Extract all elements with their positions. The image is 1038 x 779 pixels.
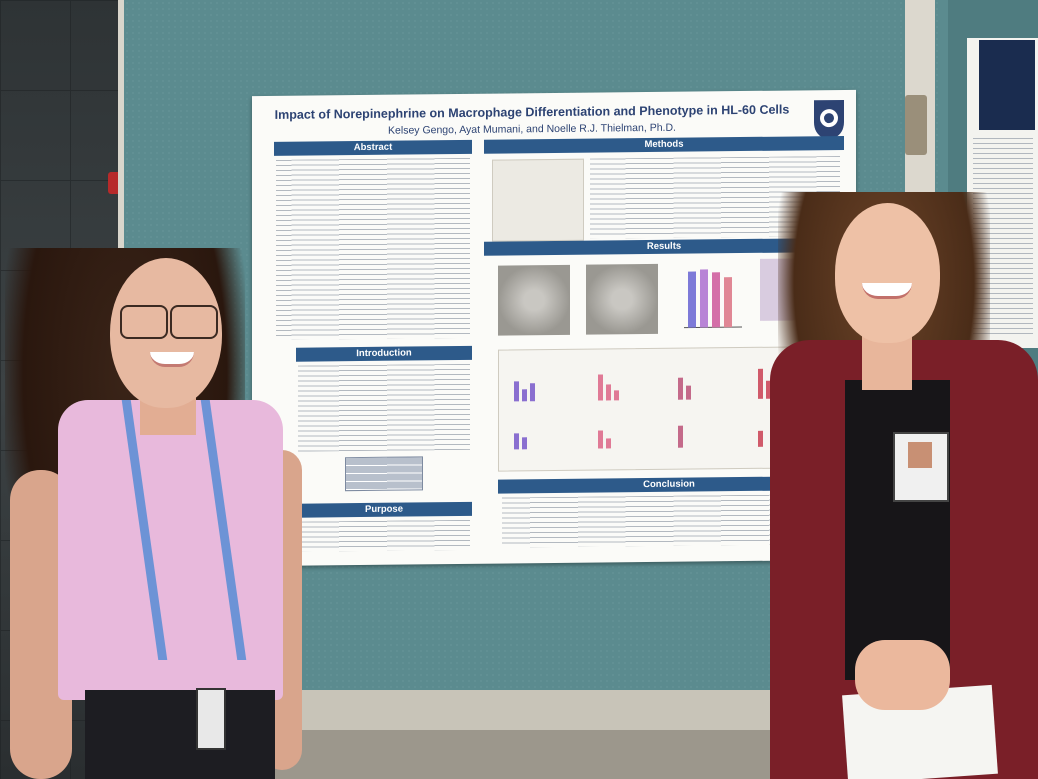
poster-authors: Kelsey Gengo, Ayat Mumani, and Noelle R.… xyxy=(388,121,676,137)
university-seal-icon xyxy=(814,99,844,141)
results-bar-chart xyxy=(684,269,742,329)
badge-photo xyxy=(908,442,932,468)
introduction-table xyxy=(345,456,423,492)
id-badge xyxy=(196,688,226,750)
results-small-charts xyxy=(514,368,771,450)
research-poster: Impact of Norepinephrine on Macrophage D… xyxy=(252,89,856,567)
board-hinge xyxy=(905,95,927,155)
presenter-left-smile xyxy=(150,352,194,367)
glasses-icon xyxy=(170,305,218,339)
presenter-left-shirt xyxy=(58,400,283,700)
presenter-left-pants xyxy=(85,690,275,779)
poster-title: Impact of Norepinephrine on Macrophage D… xyxy=(274,102,790,122)
introduction-heading: Introduction xyxy=(296,345,472,362)
neighbor-poster-logo xyxy=(979,40,1035,130)
introduction-text xyxy=(298,363,470,452)
methods-diagram xyxy=(492,158,584,242)
purpose-heading: Purpose xyxy=(296,501,472,518)
abstract-text xyxy=(276,157,470,340)
glasses-icon xyxy=(120,305,168,339)
microscopy-image xyxy=(498,264,570,336)
microscopy-image xyxy=(586,263,658,335)
presenter-right-hands xyxy=(855,640,950,710)
presenter-right-smile xyxy=(862,283,912,299)
presenter-right-top xyxy=(845,380,950,680)
methods-heading: Methods xyxy=(484,135,844,154)
id-badge xyxy=(893,432,949,502)
abstract-heading: Abstract xyxy=(274,139,472,156)
purpose-text xyxy=(302,519,470,552)
presenter-right-face xyxy=(835,203,940,343)
